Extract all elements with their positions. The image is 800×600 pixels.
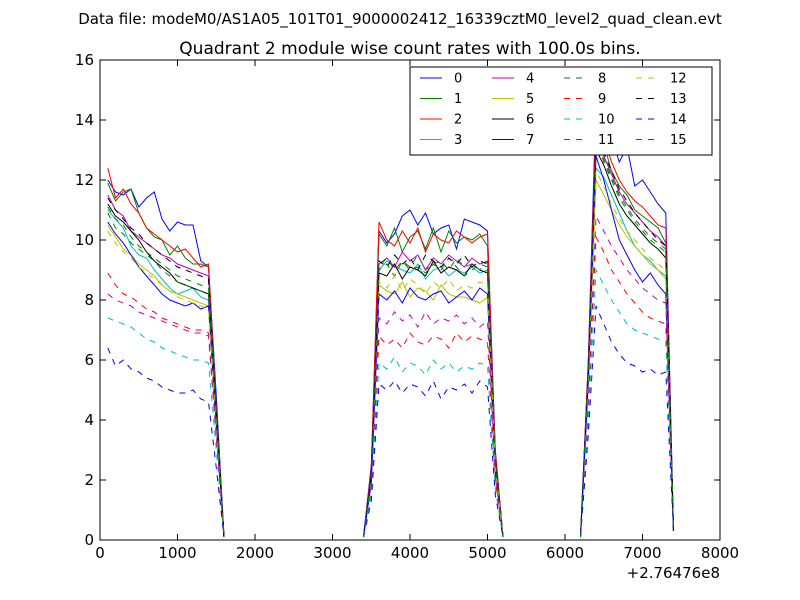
series-2-line-2 bbox=[363, 221, 504, 538]
series-6-line-1 bbox=[107, 203, 225, 538]
legend-label-4: 4 bbox=[526, 72, 534, 87]
series-9-line-2 bbox=[363, 332, 504, 538]
series-2-line-1 bbox=[107, 167, 225, 538]
y-tick-label: 8 bbox=[84, 291, 94, 309]
series-0-line-1 bbox=[107, 179, 225, 538]
series-8-line-2 bbox=[363, 257, 504, 538]
plot-area: 0 1000 2000 3000 4000 5000 6000 7000 80000246810… bbox=[75, 51, 739, 562]
legend-label-5: 5 bbox=[526, 92, 534, 107]
series-5-line-2 bbox=[363, 281, 504, 538]
x-tick-label: 8000 bbox=[701, 544, 739, 562]
series-1 bbox=[107, 125, 674, 538]
legend-label-2: 2 bbox=[454, 113, 462, 128]
series-10-line-1 bbox=[107, 317, 225, 538]
y-tick-label: 16 bbox=[75, 51, 94, 69]
series-1-line-2 bbox=[363, 226, 504, 538]
y-tick-label: 14 bbox=[75, 111, 94, 129]
legend-label-9: 9 bbox=[598, 92, 606, 107]
series-4-line-1 bbox=[107, 194, 225, 538]
series-14 bbox=[107, 305, 674, 538]
series-12-line-2 bbox=[363, 275, 504, 538]
series-12-line-3 bbox=[580, 169, 674, 538]
series-11-line-1 bbox=[107, 293, 225, 538]
legend-label-13: 13 bbox=[670, 92, 687, 107]
x-tick-label: 6000 bbox=[546, 544, 584, 562]
series-10 bbox=[107, 268, 674, 538]
chart-title: Quadrant 2 module wise count rates with … bbox=[179, 39, 640, 59]
series-0-line-2 bbox=[363, 209, 504, 538]
series-9 bbox=[107, 235, 674, 538]
series-9-line-1 bbox=[107, 272, 225, 538]
series-12 bbox=[107, 169, 674, 538]
legend-label-14: 14 bbox=[670, 113, 687, 128]
series-5-line-1 bbox=[107, 224, 225, 538]
legend-label-15: 15 bbox=[670, 133, 687, 148]
series-15-line-1 bbox=[107, 206, 225, 538]
series-3-line-2 bbox=[363, 260, 504, 538]
series-10-line-2 bbox=[363, 356, 504, 538]
y-tick-label: 12 bbox=[75, 171, 94, 189]
series-5 bbox=[107, 178, 674, 538]
series-8-line-1 bbox=[107, 212, 225, 538]
series-7-line-2 bbox=[363, 287, 504, 538]
series-2 bbox=[107, 116, 674, 538]
legend-label-1: 1 bbox=[454, 92, 462, 107]
y-tick-label: 6 bbox=[84, 351, 94, 369]
x-tick-label: 3000 bbox=[313, 544, 351, 562]
legend-label-11: 11 bbox=[598, 133, 615, 148]
series-15 bbox=[107, 142, 674, 538]
series-0 bbox=[107, 100, 674, 538]
series-13-line-2 bbox=[363, 254, 504, 538]
legend-box bbox=[409, 66, 713, 156]
legend-label-8: 8 bbox=[598, 72, 606, 87]
y-tick-label: 4 bbox=[84, 411, 94, 429]
x-tick-label: 4000 bbox=[391, 544, 429, 562]
series-10-line-3 bbox=[580, 268, 674, 538]
legend-label-12: 12 bbox=[670, 72, 687, 87]
y-tick-label: 0 bbox=[84, 531, 94, 549]
x-tick-label: 2000 bbox=[236, 544, 274, 562]
series-5-line-3 bbox=[580, 178, 674, 538]
x-tick-label: 0 bbox=[95, 544, 105, 562]
series-14-line-3 bbox=[580, 305, 674, 538]
series-3-line-1 bbox=[107, 209, 225, 538]
x-offset-label: +2.76476e8 bbox=[627, 564, 720, 582]
x-tick-label: 1000 bbox=[158, 544, 196, 562]
series-11-line-2 bbox=[363, 311, 504, 538]
series-7-line-3 bbox=[580, 155, 674, 538]
series-4-line-2 bbox=[363, 251, 504, 538]
y-tick-label: 2 bbox=[84, 471, 94, 489]
series-6-line-2 bbox=[363, 260, 504, 538]
x-tick-label: 5000 bbox=[468, 544, 506, 562]
y-tick-label: 10 bbox=[75, 231, 94, 249]
legend-label-10: 10 bbox=[598, 113, 615, 128]
series-13-line-1 bbox=[107, 197, 225, 538]
series-9-line-3 bbox=[580, 235, 674, 538]
x-tick-label: 7000 bbox=[623, 544, 661, 562]
legend-label-0: 0 bbox=[454, 72, 462, 87]
series-15-line-2 bbox=[363, 254, 504, 538]
series-7-line-1 bbox=[107, 221, 225, 538]
series-12-line-1 bbox=[107, 230, 225, 538]
figure-suptitle: Data file: modeM0/AS1A05_101T01_90000024… bbox=[78, 10, 722, 29]
series-11 bbox=[107, 214, 674, 538]
legend-label-3: 3 bbox=[454, 133, 462, 148]
series-14-line-1 bbox=[107, 347, 225, 538]
legend-label-6: 6 bbox=[526, 113, 534, 128]
series-14-line-2 bbox=[363, 379, 504, 538]
series-13 bbox=[107, 134, 674, 538]
series-11-line-3 bbox=[580, 214, 674, 538]
legend-label-7: 7 bbox=[526, 133, 534, 148]
